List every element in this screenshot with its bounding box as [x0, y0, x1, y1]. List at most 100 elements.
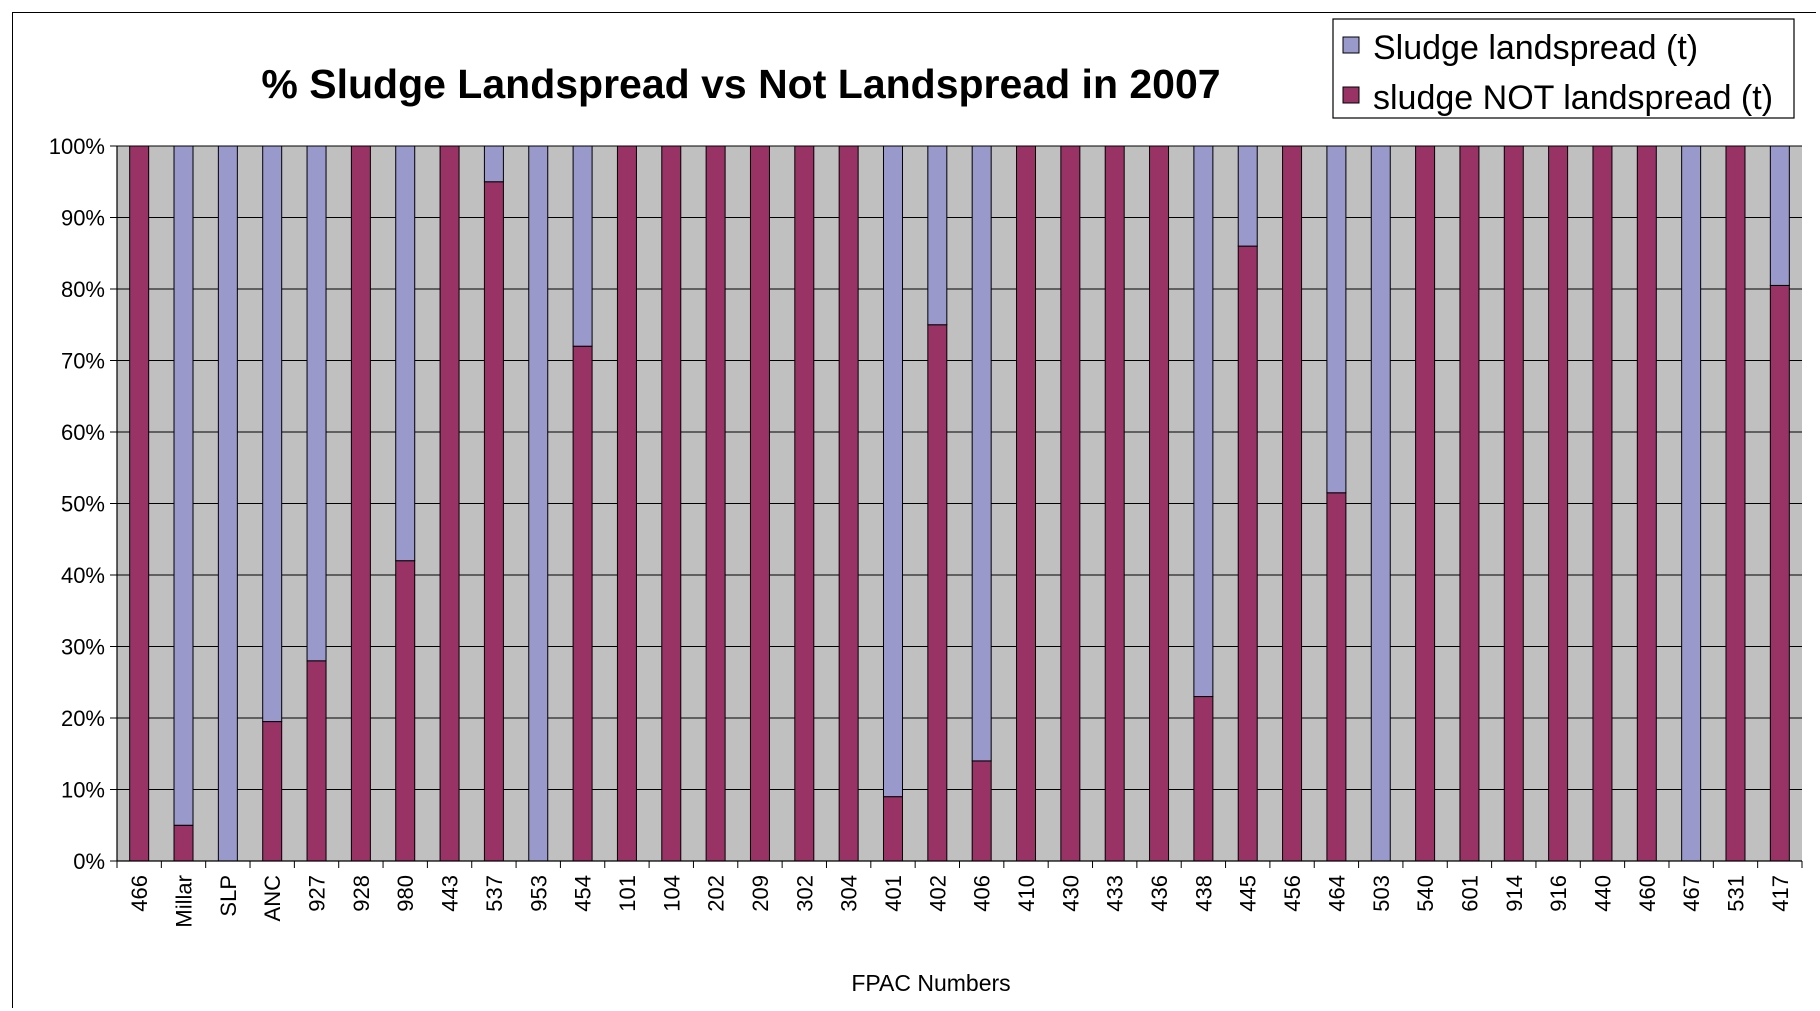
y-axis-tick-labels: 0% 10% 20% 30% 40% 50% 60% 70% 80% 90% 100%	[49, 134, 105, 874]
x-tick-label: 927	[305, 875, 330, 912]
y-tick-label: 30%	[61, 635, 105, 660]
legend-swatch-not-landspread	[1342, 86, 1360, 104]
bar-segment-landspread	[217, 145, 238, 862]
bar-segment-landspread	[1370, 145, 1391, 862]
x-tick-label: Millar	[172, 875, 197, 928]
x-tick-label: 953	[526, 875, 551, 912]
y-tick-label: 20%	[61, 706, 105, 731]
x-tick-label: 980	[393, 875, 418, 912]
bar-segment-not-landspread	[1326, 492, 1347, 862]
x-tick-label: 537	[482, 875, 507, 912]
bar-segment-landspread	[528, 145, 549, 862]
x-tick-label: 402	[925, 875, 950, 912]
y-tick-label: 40%	[61, 563, 105, 588]
y-tick-label: 90%	[61, 206, 105, 231]
bar-segment-landspread	[395, 145, 416, 562]
x-tick-label: 467	[1679, 875, 1704, 912]
x-tick-label: 445	[1236, 875, 1261, 912]
bar-segment-not-landspread	[882, 796, 903, 862]
bar-segment-not-landspread	[1503, 145, 1524, 862]
bar-segment-not-landspread	[927, 324, 948, 862]
x-axis-tick-labels: 466 Millar SLP ANC 927 928 980 443 537 953 454 101 1…	[127, 875, 1793, 928]
bar-segment-not-landspread	[1548, 145, 1569, 862]
bar-segment-not-landspread	[661, 145, 682, 862]
x-tick-label: 531	[1723, 875, 1748, 912]
bar-segment-not-landspread	[1415, 145, 1436, 862]
bar-segment-not-landspread	[1636, 145, 1657, 862]
x-tick-label: 436	[1147, 875, 1172, 912]
bar-segment-not-landspread	[838, 145, 859, 862]
bar-segment-landspread	[306, 145, 327, 662]
bar-segment-not-landspread	[439, 145, 460, 862]
bar-segment-not-landspread	[262, 721, 283, 862]
bar-segment-landspread	[1193, 145, 1214, 698]
bar-segment-landspread	[173, 145, 194, 826]
bar-segment-landspread	[882, 145, 903, 798]
x-tick-label: 466	[127, 875, 152, 912]
legend-box	[1332, 18, 1795, 119]
x-tick-label: 438	[1191, 875, 1216, 912]
bar-segment-not-landspread	[1237, 245, 1258, 862]
bar-segment-landspread	[1681, 145, 1702, 862]
x-tick-label: 928	[349, 875, 374, 912]
bar-segment-not-landspread	[1592, 145, 1613, 862]
chart-frame	[12, 12, 1816, 1008]
x-tick-label: 464	[1324, 875, 1349, 912]
bar-segment-not-landspread	[749, 145, 770, 862]
bar-segment-landspread	[1237, 145, 1258, 247]
x-tick-label: 916	[1546, 875, 1571, 912]
x-tick-label: 503	[1369, 875, 1394, 912]
x-tick-label: 430	[1058, 875, 1083, 912]
y-tick-label: 0%	[73, 849, 105, 874]
bar-segment-not-landspread	[306, 660, 327, 862]
bar-segment-not-landspread	[1282, 145, 1303, 862]
x-tick-label: 914	[1502, 875, 1527, 912]
y-tick-label: 70%	[61, 349, 105, 374]
bar-segment-not-landspread	[129, 145, 150, 862]
bar-segment-not-landspread	[705, 145, 726, 862]
bars	[129, 145, 1790, 862]
y-tick-label: 100%	[49, 134, 105, 159]
x-tick-label: 401	[881, 875, 906, 912]
bar-segment-not-landspread	[1459, 145, 1480, 862]
bar-segment-landspread	[262, 145, 283, 723]
legend-swatch-landspread	[1342, 36, 1360, 54]
bar-segment-landspread	[927, 145, 948, 326]
x-tick-label: 417	[1768, 875, 1793, 912]
bar-segment-not-landspread	[483, 181, 504, 862]
bar-segment-not-landspread	[350, 145, 371, 862]
bar-segment-landspread	[572, 145, 593, 347]
x-tick-label: SLP	[216, 875, 241, 917]
bar-segment-not-landspread	[395, 560, 416, 862]
bar-segment-not-landspread	[1725, 145, 1746, 862]
x-tick-label: 440	[1590, 875, 1615, 912]
x-tick-label: 540	[1413, 875, 1438, 912]
legend-label-landspread: Sludge landspread (t)	[1373, 29, 1698, 67]
x-tick-label: 601	[1457, 875, 1482, 912]
bar-segment-not-landspread	[1060, 145, 1081, 862]
x-axis-label: FPAC Numbers	[851, 970, 1010, 996]
bar-segment-not-landspread	[1104, 145, 1125, 862]
x-tick-label: 406	[970, 875, 995, 912]
bar-segment-not-landspread	[616, 145, 637, 862]
bar-segment-not-landspread	[173, 824, 194, 862]
chart-title: % Sludge Landspread vs Not Landspread in…	[261, 61, 1220, 107]
x-tick-label: 302	[792, 875, 817, 912]
bar-segment-landspread	[971, 145, 992, 762]
bar-segment-landspread	[1769, 145, 1790, 286]
x-tick-label: ANC	[260, 875, 285, 922]
y-tick-label: 10%	[61, 778, 105, 803]
bar-segment-not-landspread	[1016, 145, 1037, 862]
x-tick-label: 304	[837, 875, 862, 912]
y-tick-label: 60%	[61, 420, 105, 445]
bar-segment-not-landspread	[1149, 145, 1170, 862]
bar-segment-not-landspread	[971, 760, 992, 862]
x-tick-label: 101	[615, 875, 640, 912]
x-tick-label: 202	[704, 875, 729, 912]
bar-segment-not-landspread	[572, 345, 593, 862]
x-tick-label: 104	[659, 875, 684, 912]
bar-segment-not-landspread	[1769, 284, 1790, 862]
x-tick-label: 454	[571, 875, 596, 912]
bar-segment-landspread	[483, 145, 504, 183]
